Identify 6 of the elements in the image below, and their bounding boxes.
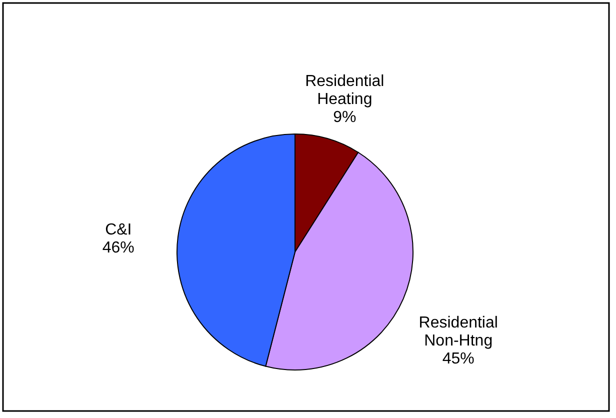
slice-label: C&I	[105, 222, 132, 239]
data-label: 46%	[102, 240, 134, 257]
slice-label: Residential Non-Htng	[418, 314, 498, 350]
slice-label: Residential Heating	[305, 73, 384, 108]
data-label: 9%	[333, 109, 356, 126]
data-label: 45%	[442, 350, 474, 368]
